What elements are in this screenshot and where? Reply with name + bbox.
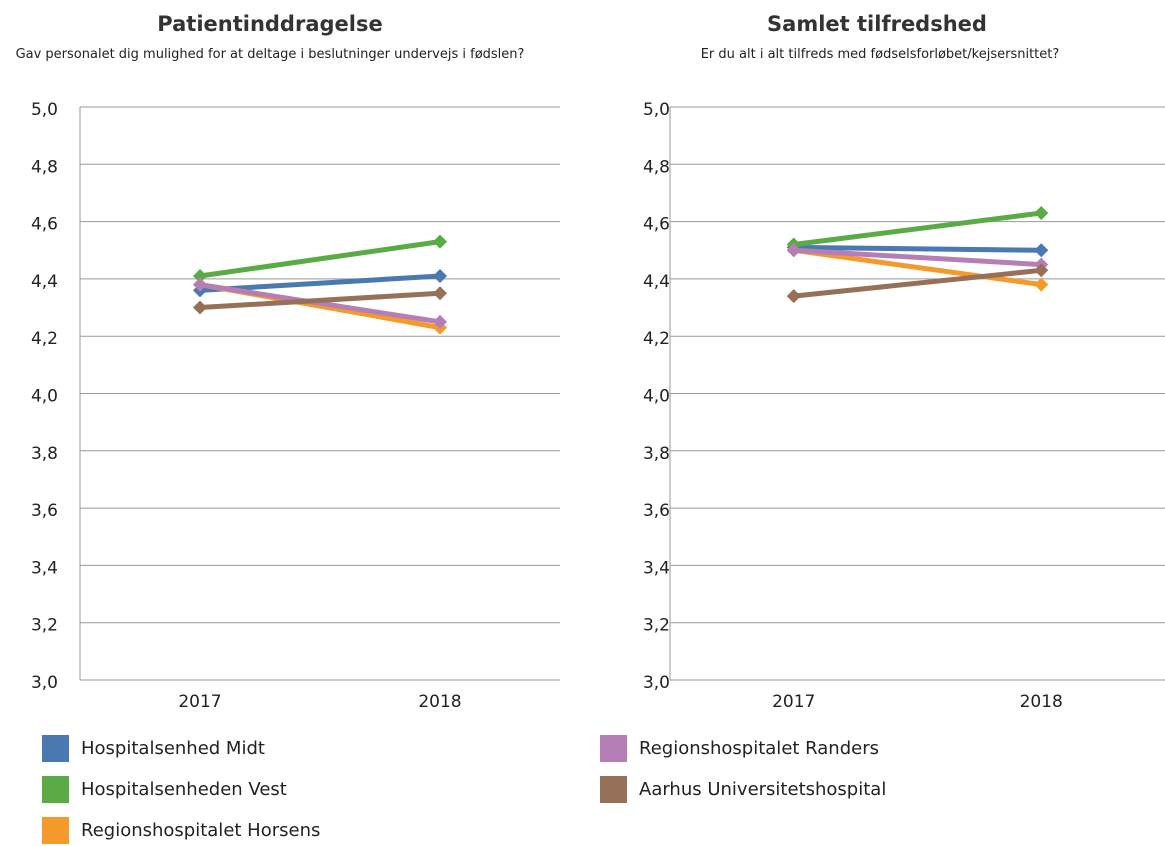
y-tick-label: 4,8	[31, 157, 58, 177]
y-tick-label: 5,0	[31, 100, 58, 120]
legend-item: Hospitalsenhed Midt	[42, 735, 265, 762]
series-line	[793, 267, 1042, 299]
series-line	[199, 290, 441, 311]
y-tick-label: 4,6	[31, 215, 58, 235]
legend-swatch	[42, 776, 69, 803]
legend-swatch	[42, 735, 69, 762]
data-point	[433, 314, 447, 329]
y-tick-label: 4,2	[31, 329, 58, 349]
y-tick-label: 3,8	[31, 444, 58, 464]
legend-label: Aarhus Universitetshospital	[639, 779, 887, 800]
data-point	[786, 243, 801, 258]
legend-label: Regionshospitalet Randers	[639, 738, 879, 759]
data-point	[1034, 277, 1049, 292]
data-point	[193, 300, 207, 315]
data-point	[1034, 263, 1049, 278]
y-tick-label: 4,4	[31, 272, 58, 292]
y-tick-label: 4,0	[643, 387, 670, 407]
y-tick-label: 3,0	[643, 673, 670, 693]
legend-label: Hospitalsenheden Vest	[81, 779, 287, 800]
x-tick-label: 2017	[178, 692, 221, 712]
data-point	[1034, 206, 1049, 221]
legend-swatch	[42, 817, 69, 844]
y-tick-label: 3,0	[31, 673, 58, 693]
y-tick-label: 5,0	[643, 100, 670, 120]
y-tick-label: 4,2	[643, 329, 670, 349]
legend-item: Aarhus Universitetshospital	[600, 776, 886, 803]
data-point	[1034, 243, 1049, 258]
x-tick-label: 2018	[418, 692, 461, 712]
chart-title: Patientinddragelse	[157, 12, 383, 36]
chart-subtitle: Gav personalet dig mulighed for at delta…	[15, 47, 525, 62]
y-tick-label: 3,6	[31, 501, 58, 521]
y-tick-label: 3,4	[31, 558, 58, 578]
data-point	[433, 286, 447, 301]
y-tick-label: 3,2	[31, 616, 58, 636]
y-tick-label: 4,6	[643, 215, 670, 235]
series-line	[793, 247, 1042, 268]
y-tick-label: 3,2	[643, 616, 670, 636]
data-point	[786, 289, 801, 304]
y-tick-label: 3,6	[643, 501, 670, 521]
legend-label: Regionshospitalet Horsens	[81, 820, 321, 841]
y-tick-label: 4,4	[643, 272, 670, 292]
series-line	[199, 273, 441, 293]
legend-swatch	[600, 776, 627, 803]
chart-title: Samlet tilfredshed	[767, 12, 987, 36]
x-tick-label: 2017	[772, 692, 815, 712]
series-line	[199, 239, 441, 279]
x-tick-label: 2018	[1020, 692, 1063, 712]
legend-swatch	[600, 735, 627, 762]
data-point	[433, 269, 447, 284]
legend-item: Regionshospitalet Randers	[600, 735, 879, 762]
y-tick-label: 3,8	[643, 444, 670, 464]
data-point	[193, 269, 207, 284]
series-line	[793, 210, 1042, 247]
series-line	[793, 247, 1042, 288]
y-tick-label: 4,8	[643, 157, 670, 177]
y-tick-label: 3,4	[643, 558, 670, 578]
legend-item: Hospitalsenheden Vest	[42, 776, 287, 803]
legend-item: Regionshospitalet Horsens	[42, 817, 320, 844]
chart-subtitle: Er du alt i alt tilfreds med fødselsforl…	[700, 47, 1060, 62]
y-tick-label: 4,0	[31, 387, 58, 407]
data-point	[193, 277, 207, 292]
legend-label: Hospitalsenhed Midt	[81, 738, 265, 759]
series-line	[793, 244, 1042, 253]
series-line	[199, 282, 441, 325]
data-point	[433, 234, 447, 249]
